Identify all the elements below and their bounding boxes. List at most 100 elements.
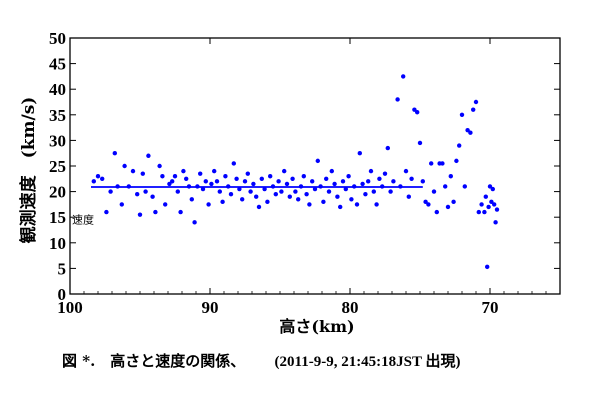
data-point <box>357 151 362 156</box>
data-point <box>287 194 292 199</box>
data-point <box>256 204 262 210</box>
data-point <box>338 204 343 210</box>
data-point <box>415 110 420 115</box>
data-point <box>178 209 183 215</box>
y-tick-label: 15 <box>49 208 66 227</box>
data-point <box>482 209 487 215</box>
x-tick-label: 80 <box>342 298 359 317</box>
data-point <box>301 174 306 179</box>
data-point <box>143 189 148 194</box>
data-point <box>290 176 295 181</box>
data-point <box>245 171 250 176</box>
data-point <box>366 179 371 184</box>
data-point <box>214 179 220 184</box>
data-point <box>170 179 175 184</box>
data-point <box>382 171 388 176</box>
data-point <box>423 199 428 205</box>
data-point <box>104 209 109 215</box>
data-point <box>324 176 329 181</box>
data-point <box>329 168 334 174</box>
data-point <box>354 202 360 207</box>
data-point <box>112 151 118 156</box>
data-point <box>203 179 208 184</box>
data-point <box>135 191 140 197</box>
data-point <box>332 181 337 187</box>
data-point <box>489 199 494 205</box>
data-point <box>130 168 136 174</box>
caption-main: 図 *. 高さと速度の関係、 <box>62 352 246 370</box>
data-point <box>189 197 194 202</box>
data-point <box>440 161 445 166</box>
data-point <box>122 163 127 169</box>
data-point <box>265 199 270 205</box>
data-point <box>471 107 476 112</box>
data-point <box>434 209 439 215</box>
data-point <box>426 202 431 207</box>
data-point <box>459 112 465 118</box>
data-point <box>417 140 423 146</box>
data-point <box>240 197 245 202</box>
data-point <box>175 189 180 194</box>
data-point <box>119 202 125 207</box>
data-point <box>490 186 495 192</box>
data-point <box>377 176 382 181</box>
data-point <box>95 174 101 179</box>
data-point <box>343 186 348 192</box>
data-point <box>312 186 318 192</box>
data-point <box>276 179 281 184</box>
y-tick-label: 50 <box>49 29 66 48</box>
data-point <box>374 202 379 207</box>
data-point <box>262 186 267 192</box>
y-tick-label: 45 <box>49 55 66 74</box>
data-point <box>363 191 368 197</box>
data-point <box>388 189 393 194</box>
data-point <box>167 181 172 187</box>
data-point <box>391 179 396 184</box>
y-tick-label: 40 <box>49 80 66 99</box>
data-point <box>429 161 434 166</box>
data-point <box>326 189 332 194</box>
data-point <box>293 189 298 194</box>
data-point <box>209 181 214 187</box>
data-point <box>217 189 222 194</box>
y-axis-label: 観測速度 (km/s) <box>18 97 39 244</box>
data-point <box>160 174 165 179</box>
speed-annotation: 速度 <box>72 212 94 226</box>
data-point <box>153 209 158 215</box>
data-point <box>385 145 390 151</box>
data-point <box>465 127 470 133</box>
data-point <box>457 143 462 148</box>
data-point <box>368 168 374 174</box>
data-point <box>443 184 448 189</box>
data-point <box>451 199 456 205</box>
data-point <box>485 264 490 270</box>
data-point <box>198 171 203 176</box>
y-tick-label: 5 <box>58 259 67 278</box>
data-point <box>91 179 97 184</box>
data-point <box>146 153 151 158</box>
data-points <box>91 74 500 270</box>
data-point <box>248 189 253 194</box>
plot-frame <box>69 37 561 295</box>
data-point <box>237 186 242 192</box>
data-point <box>349 197 354 202</box>
data-point <box>431 189 437 194</box>
data-point <box>454 158 459 164</box>
axis-ticks <box>69 37 561 295</box>
y-tick-label: 30 <box>49 131 66 150</box>
x-tick-label: 70 <box>482 298 499 317</box>
figure-caption: 図 *. 高さと速度の関係、 (2011-9-9, 21:45:18JST 出現… <box>62 350 582 371</box>
data-point <box>282 168 287 174</box>
data-point <box>310 179 315 184</box>
data-point <box>150 194 155 199</box>
data-point <box>157 163 162 169</box>
data-point <box>192 220 197 225</box>
data-point <box>493 220 498 225</box>
data-point <box>335 194 340 199</box>
data-point <box>268 174 273 179</box>
data-point <box>212 168 217 174</box>
data-point <box>172 174 178 179</box>
data-point <box>259 176 264 181</box>
data-point <box>184 176 189 181</box>
data-point <box>234 176 239 181</box>
